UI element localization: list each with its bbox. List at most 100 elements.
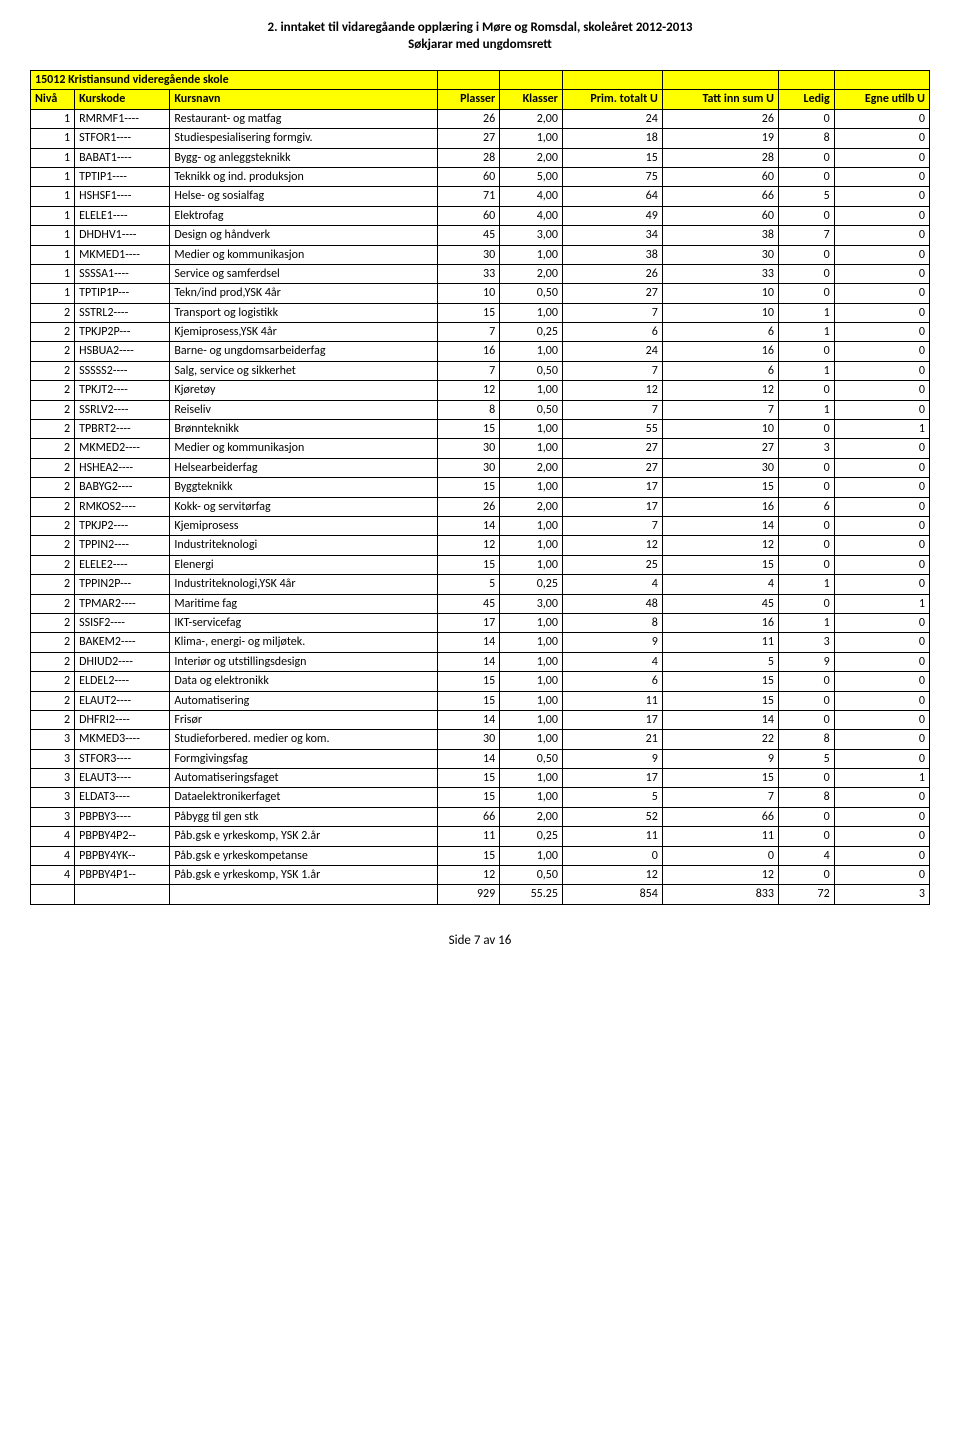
cell-ledig: 0 xyxy=(778,691,834,710)
cell-ledig: 0 xyxy=(778,555,834,574)
cell-tatt: 12 xyxy=(662,536,778,555)
table-row: 2TPBRT2----Brønnteknikk151,00551001 xyxy=(31,420,930,439)
cell-tatt: 33 xyxy=(662,264,778,283)
cell-egne: 0 xyxy=(834,827,929,846)
cell-ledig: 0 xyxy=(778,245,834,264)
cell-niva: 1 xyxy=(31,187,75,206)
cell-niva: 2 xyxy=(31,710,75,729)
table-row: 3MKMED3----Studieforbered. medier og kom… xyxy=(31,730,930,749)
cell-klasser: 4,00 xyxy=(500,187,563,206)
cell-klasser: 0,50 xyxy=(500,749,563,768)
cell-kode: TPKJT2---- xyxy=(75,381,170,400)
cell-tatt: 10 xyxy=(662,420,778,439)
cell-kode: SSSSA1---- xyxy=(75,264,170,283)
cell-egne: 0 xyxy=(834,730,929,749)
cell-prim: 24 xyxy=(562,342,662,361)
cell-kode: DHIUD2---- xyxy=(75,652,170,671)
cell-prim: 7 xyxy=(562,400,662,419)
cell-navn: Klima-, energi- og miljøtek. xyxy=(170,633,437,652)
page-footer: Side 7 av 16 xyxy=(30,933,930,948)
col-klasser: Klasser xyxy=(500,90,563,109)
table-row: 2DHIUD2----Interiør og utstillingsdesign… xyxy=(31,652,930,671)
cell-plasser: 15 xyxy=(437,420,500,439)
cell-egne: 0 xyxy=(834,458,929,477)
cell-klasser: 0,50 xyxy=(500,361,563,380)
cell-kode: TPPIN2---- xyxy=(75,536,170,555)
cell-ledig: 3 xyxy=(778,439,834,458)
cell-ledig: 0 xyxy=(778,807,834,826)
cell-niva: 2 xyxy=(31,478,75,497)
col-plasser: Plasser xyxy=(437,90,500,109)
cell-tatt: 30 xyxy=(662,245,778,264)
cell-klasser: 2,00 xyxy=(500,264,563,283)
table-row: 3ELDAT3----Dataelektronikerfaget151,0057… xyxy=(31,788,930,807)
cell-klasser: 1,00 xyxy=(500,303,563,322)
school-row: 15012 Kristiansund videregående skole xyxy=(31,71,930,90)
cell-prim: 75 xyxy=(562,167,662,186)
cell-kode: TPBRT2---- xyxy=(75,420,170,439)
cell-kode: SSTRL2---- xyxy=(75,303,170,322)
col-egne: Egne utilb U xyxy=(834,90,929,109)
total-tatt: 833 xyxy=(662,885,778,904)
cell-niva: 2 xyxy=(31,323,75,342)
cell-egne: 1 xyxy=(834,594,929,613)
total-prim: 854 xyxy=(562,885,662,904)
cell-niva: 3 xyxy=(31,807,75,826)
table-row: 2SSRLV2----Reiseliv80,507710 xyxy=(31,400,930,419)
cell-tatt: 14 xyxy=(662,710,778,729)
cell-egne: 0 xyxy=(834,497,929,516)
cell-prim: 26 xyxy=(562,264,662,283)
cell-ledig: 8 xyxy=(778,129,834,148)
cell-egne: 0 xyxy=(834,129,929,148)
cell-niva: 2 xyxy=(31,672,75,691)
cell-ledig: 0 xyxy=(778,284,834,303)
cell-niva: 3 xyxy=(31,730,75,749)
cell-klasser: 1,00 xyxy=(500,342,563,361)
cell-ledig: 8 xyxy=(778,730,834,749)
cell-prim: 8 xyxy=(562,613,662,632)
cell-plasser: 71 xyxy=(437,187,500,206)
cell-ledig: 0 xyxy=(778,458,834,477)
cell-plasser: 30 xyxy=(437,439,500,458)
cell-klasser: 0,25 xyxy=(500,827,563,846)
table-row: 1SSSSA1----Service og samferdsel332,0026… xyxy=(31,264,930,283)
table-row: 1STFOR1----Studiespesialisering formgiv.… xyxy=(31,129,930,148)
cell-navn: Brønnteknikk xyxy=(170,420,437,439)
cell-tatt: 15 xyxy=(662,672,778,691)
cell-ledig: 0 xyxy=(778,167,834,186)
cell-kode: ELDAT3---- xyxy=(75,788,170,807)
cell-navn: Byggteknikk xyxy=(170,478,437,497)
cell-ledig: 0 xyxy=(778,866,834,885)
cell-klasser: 1,00 xyxy=(500,555,563,574)
col-kurskode: Kurskode xyxy=(75,90,170,109)
cell-ledig: 0 xyxy=(778,516,834,535)
cell-plasser: 45 xyxy=(437,594,500,613)
cell-plasser: 45 xyxy=(437,226,500,245)
cell-niva: 2 xyxy=(31,652,75,671)
cell-egne: 0 xyxy=(834,807,929,826)
cell-egne: 0 xyxy=(834,652,929,671)
table-row: 2ELDEL2----Data og elektronikk151,006150… xyxy=(31,672,930,691)
cell-niva: 1 xyxy=(31,129,75,148)
cell-prim: 9 xyxy=(562,633,662,652)
cell-klasser: 4,00 xyxy=(500,206,563,225)
cell-prim: 0 xyxy=(562,846,662,865)
cell-ledig: 6 xyxy=(778,497,834,516)
cell-prim: 9 xyxy=(562,749,662,768)
cell-tatt: 10 xyxy=(662,303,778,322)
cell-plasser: 15 xyxy=(437,672,500,691)
cell-tatt: 15 xyxy=(662,478,778,497)
table-row: 4PBPBY4YK--Påb.gsk e yrkeskompetanse151,… xyxy=(31,846,930,865)
cell-klasser: 2,00 xyxy=(500,458,563,477)
cell-plasser: 10 xyxy=(437,284,500,303)
cell-klasser: 1,00 xyxy=(500,788,563,807)
cell-klasser: 1,00 xyxy=(500,420,563,439)
table-row: 3ELAUT3----Automatiseringsfaget151,00171… xyxy=(31,769,930,788)
table-row: 3PBPBY3----Påbygg til gen stk662,0052660… xyxy=(31,807,930,826)
cell-niva: 1 xyxy=(31,245,75,264)
cell-kode: MKMED1---- xyxy=(75,245,170,264)
cell-klasser: 2,00 xyxy=(500,497,563,516)
cell-kode: SSSSS2---- xyxy=(75,361,170,380)
cell-kode: MKMED2---- xyxy=(75,439,170,458)
cell-kode: TPKJP2---- xyxy=(75,516,170,535)
